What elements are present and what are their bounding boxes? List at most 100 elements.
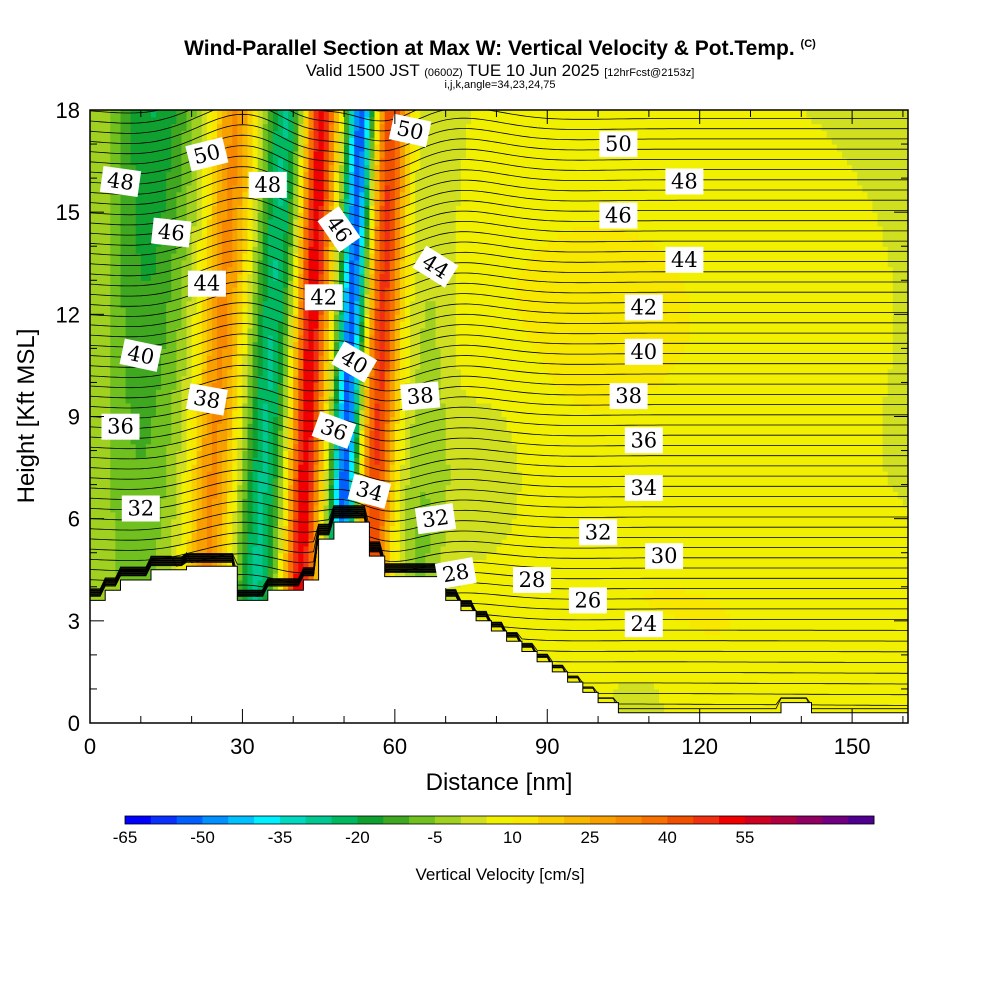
- velocity-cell: [283, 328, 289, 336]
- velocity-cell: [120, 225, 127, 234]
- velocity-cell: [125, 314, 132, 322]
- velocity-cell: [247, 593, 254, 601]
- velocity-cell: [318, 355, 325, 363]
- velocity-cell: [354, 341, 360, 349]
- velocity-cell: [135, 518, 142, 527]
- velocity-cell: [242, 178, 249, 186]
- velocity-cell: [232, 484, 238, 492]
- velocity-cell: [186, 205, 193, 213]
- velocity-cell: [130, 110, 137, 118]
- velocity-cell: [201, 505, 208, 513]
- velocity-cell: [313, 402, 320, 411]
- velocity-cell: [298, 110, 304, 118]
- velocity-cell: [145, 491, 152, 499]
- velocity-cell: [211, 355, 218, 363]
- velocity-cell: [298, 287, 304, 295]
- velocity-cell: [206, 225, 213, 234]
- velocity-cell: [176, 368, 183, 377]
- velocity-cell: [222, 511, 228, 520]
- velocity-cell: [308, 402, 315, 411]
- velocity-cell: [176, 212, 183, 220]
- velocity-cell: [323, 178, 330, 186]
- velocity-cell: [298, 430, 304, 438]
- velocity-cell: [232, 511, 238, 520]
- velocity-cell: [272, 396, 279, 404]
- velocity-cell: [90, 457, 96, 465]
- velocity-cell: [364, 430, 371, 438]
- velocity-cell: [257, 396, 264, 404]
- velocity-cell: [191, 355, 198, 363]
- velocity-cell: [140, 443, 147, 452]
- velocity-cell: [156, 477, 162, 486]
- velocity-cell: [191, 123, 198, 131]
- velocity-cell: [191, 219, 198, 227]
- velocity-cell: [354, 280, 360, 288]
- velocity-cell: [262, 307, 269, 315]
- velocity-cell: [313, 505, 320, 513]
- velocity-cell: [145, 123, 152, 131]
- velocity-cell: [247, 253, 254, 261]
- velocity-cell: [242, 110, 249, 118]
- velocity-cell: [145, 382, 152, 390]
- velocity-cell: [115, 532, 122, 540]
- velocity-cell: [176, 362, 183, 370]
- velocity-cell: [257, 307, 264, 315]
- velocity-cell: [262, 253, 269, 261]
- velocity-cell: [354, 116, 360, 125]
- velocity-cell: [120, 457, 127, 465]
- velocity-cell: [206, 362, 213, 370]
- velocity-cell: [242, 525, 249, 533]
- velocity-cell: [247, 505, 254, 513]
- velocity-cell: [272, 505, 279, 513]
- velocity-cell: [196, 239, 203, 247]
- velocity-cell: [278, 314, 284, 322]
- velocity-cell: [211, 443, 218, 452]
- velocity-cell: [257, 341, 264, 349]
- velocity-cell: [95, 259, 101, 268]
- velocity-cell: [135, 314, 142, 322]
- velocity-cell: [272, 532, 279, 540]
- velocity-cell: [140, 219, 147, 227]
- velocity-cell: [237, 191, 243, 200]
- velocity-cell: [130, 280, 137, 288]
- velocity-cell: [267, 280, 274, 288]
- velocity-cell: [100, 573, 106, 581]
- velocity-cell: [217, 307, 223, 315]
- velocity-cell: [110, 559, 116, 567]
- velocity-cell: [267, 484, 274, 492]
- velocity-cell: [95, 341, 101, 349]
- velocity-cell: [252, 471, 259, 479]
- velocity-cell: [115, 471, 122, 479]
- velocity-cell: [105, 464, 111, 472]
- velocity-cell: [145, 239, 152, 247]
- velocity-cell: [323, 314, 330, 322]
- velocity-cell: [252, 580, 259, 588]
- velocity-cell: [313, 566, 320, 574]
- velocity-cell: [211, 219, 218, 227]
- velocity-cell: [308, 280, 315, 288]
- velocity-cell: [232, 219, 238, 227]
- velocity-cell: [95, 280, 101, 288]
- velocity-cell: [120, 307, 127, 315]
- velocity-cell: [151, 389, 157, 397]
- velocity-cell: [120, 362, 127, 370]
- velocity-cell: [201, 300, 208, 309]
- velocity-cell: [349, 498, 355, 506]
- velocity-cell: [125, 450, 132, 458]
- velocity-cell: [313, 307, 320, 315]
- velocity-cell: [344, 300, 350, 309]
- velocity-cell: [288, 150, 294, 159]
- velocity-cell: [349, 205, 355, 213]
- velocity-cell: [339, 123, 345, 131]
- velocity-cell: [333, 137, 340, 145]
- velocity-cell: [293, 402, 299, 411]
- velocity-cell: [105, 382, 111, 390]
- velocity-cell: [328, 382, 335, 390]
- velocity-cell: [191, 511, 198, 520]
- velocity-cell: [156, 396, 162, 404]
- velocity-cell: [303, 382, 310, 390]
- velocity-cell: [176, 205, 183, 213]
- velocity-cell: [262, 266, 269, 275]
- velocity-cell: [333, 464, 340, 472]
- velocity-cell: [196, 545, 203, 554]
